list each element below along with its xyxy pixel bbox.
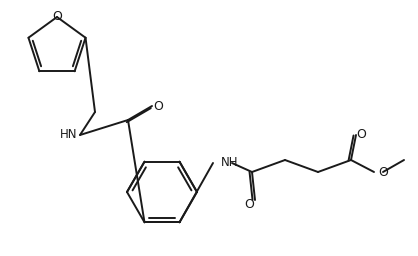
Text: O: O bbox=[244, 197, 254, 210]
Text: O: O bbox=[153, 100, 163, 112]
Text: O: O bbox=[356, 127, 366, 141]
Text: NH: NH bbox=[221, 156, 239, 169]
Text: HN: HN bbox=[59, 129, 77, 142]
Text: O: O bbox=[52, 9, 62, 23]
Text: O: O bbox=[378, 165, 388, 178]
